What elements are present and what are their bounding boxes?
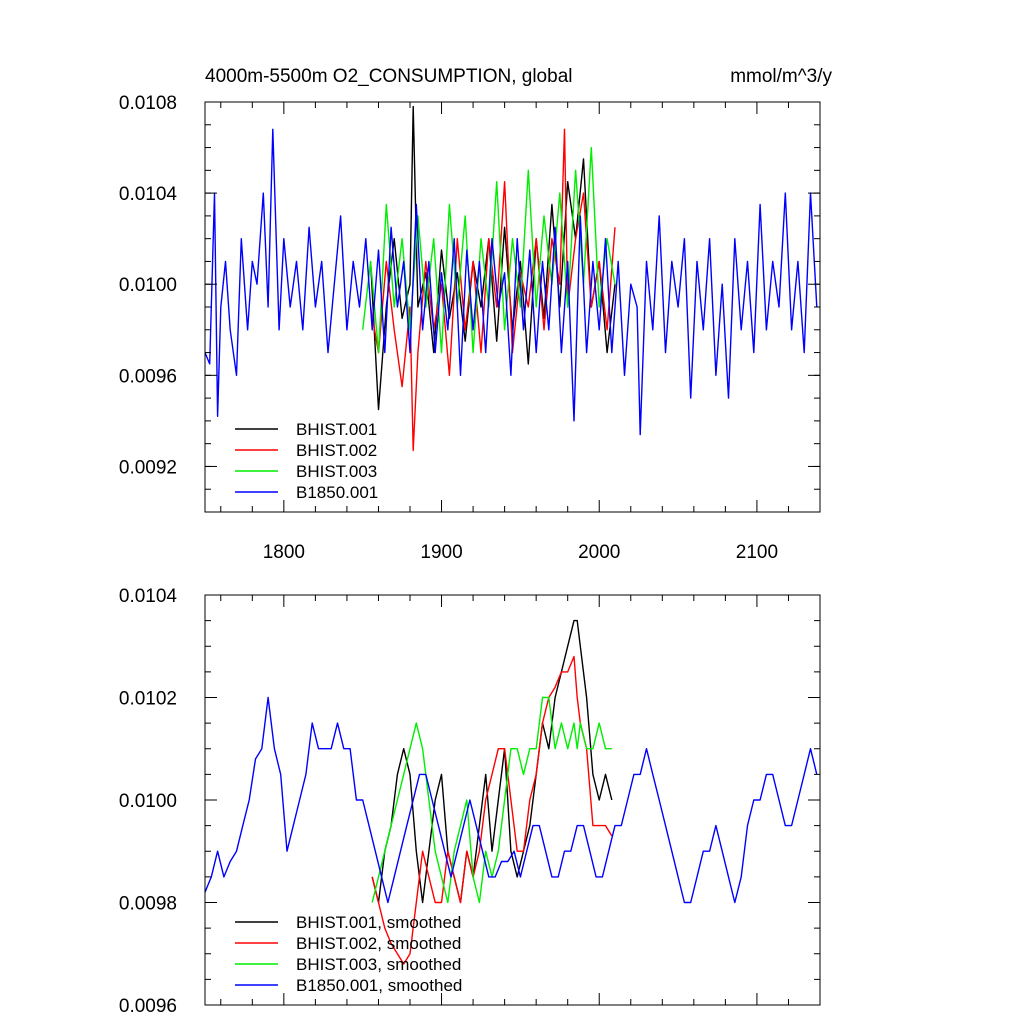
bottom-legend-label: BHIST.002, smoothed bbox=[296, 934, 461, 953]
bottom-y-tick-label: 0.0100 bbox=[119, 791, 177, 812]
top-legend: BHIST.001 BHIST.002 BHIST.003 B1850.001 bbox=[235, 420, 378, 502]
top-x-tick-label: 2000 bbox=[578, 542, 620, 563]
top-plot: 4000m-5500m O2_CONSUMPTION, global mmol/… bbox=[119, 66, 833, 563]
top-series-line-bhist-002 bbox=[369, 128, 616, 452]
top-x-tick-label: 1800 bbox=[263, 542, 305, 563]
bottom-legend-label: B1850.001, smoothed bbox=[296, 976, 462, 995]
bottom-plot: 0.0096 0.0098 0.0100 0.0102 0.0104 BHIST.001… bbox=[119, 586, 821, 1017]
top-series-group bbox=[204, 105, 818, 452]
top-legend-label: B1850.001 bbox=[296, 483, 378, 502]
top-legend-label: BHIST.001 bbox=[296, 420, 377, 439]
bottom-series-group bbox=[204, 619, 818, 965]
top-x-tick-label: 2100 bbox=[736, 542, 778, 563]
top-y-tick-label: 0.0108 bbox=[119, 93, 177, 114]
top-ticks-group: 0.0092 0.0096 0.0100 0.0104 0.0108 1800 1900 20… bbox=[119, 93, 821, 563]
bottom-y-tick-label: 0.0098 bbox=[119, 894, 177, 915]
bottom-legend: BHIST.001, smoothed BHIST.002, smoothed BH… bbox=[235, 913, 462, 995]
bottom-y-tick-label: 0.0104 bbox=[119, 586, 178, 607]
top-plot-units: mmol/m^3/y bbox=[730, 66, 832, 87]
top-legend-label: BHIST.003 bbox=[296, 462, 377, 481]
bottom-y-tick-label: 0.0102 bbox=[119, 689, 177, 710]
top-legend-label: BHIST.002 bbox=[296, 441, 377, 460]
top-series-line-b1850-001 bbox=[204, 128, 818, 436]
bottom-ticks-group: 0.0096 0.0098 0.0100 0.0102 0.0104 bbox=[119, 586, 821, 1017]
top-x-tick-label: 1900 bbox=[420, 542, 462, 563]
bottom-series-line-bhist-003-smoothed bbox=[371, 696, 612, 904]
top-plot-title: 4000m-5500m O2_CONSUMPTION, global bbox=[205, 66, 572, 87]
top-y-tick-label: 0.0092 bbox=[119, 457, 177, 478]
top-y-tick-label: 0.0100 bbox=[119, 275, 177, 296]
bottom-y-tick-label: 0.0096 bbox=[119, 996, 177, 1017]
bottom-series-line-bhist-002-smoothed bbox=[371, 655, 613, 965]
bottom-legend-label: BHIST.003, smoothed bbox=[296, 955, 461, 974]
bottom-series-line-bhist-001-smoothed bbox=[371, 619, 613, 904]
bottom-series-line-b1850-001-smoothed bbox=[204, 696, 818, 904]
top-y-tick-label: 0.0096 bbox=[119, 366, 177, 387]
bottom-legend-label: BHIST.001, smoothed bbox=[296, 913, 461, 932]
top-y-tick-label: 0.0104 bbox=[119, 184, 178, 205]
